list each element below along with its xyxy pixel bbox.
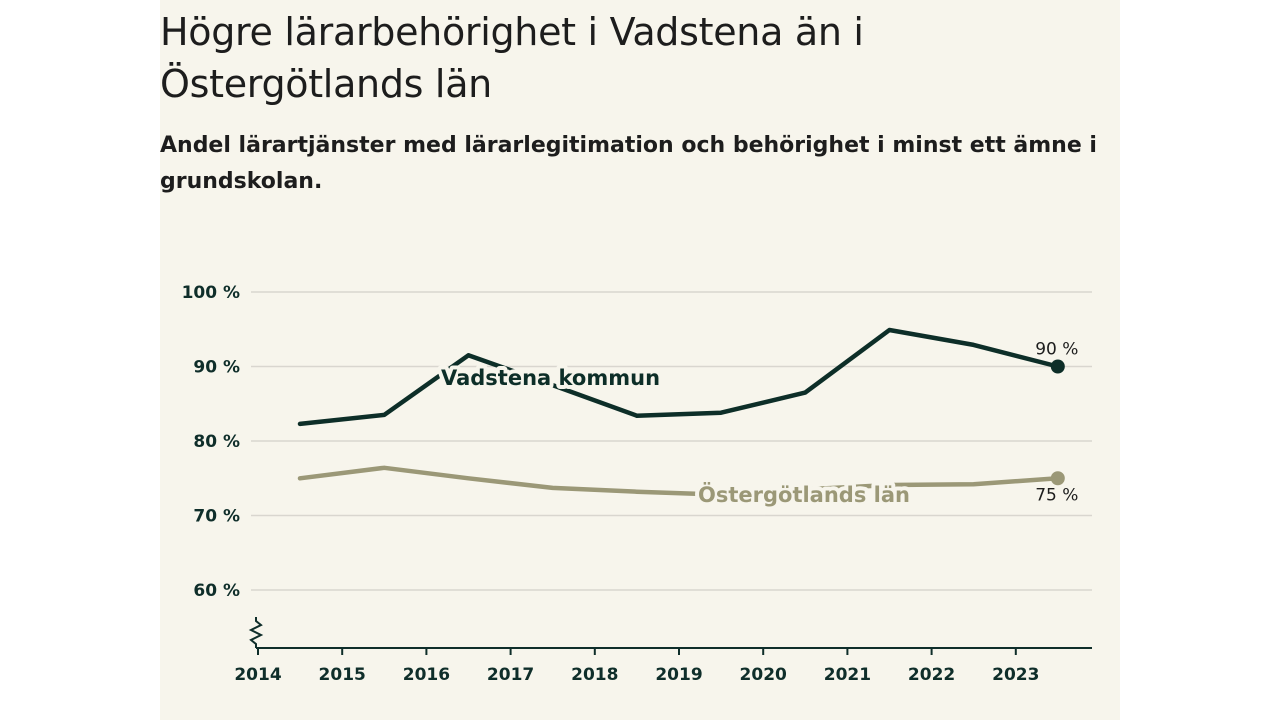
- series-label: Östergötlands län: [698, 482, 910, 507]
- y-tick-label: 70 %: [193, 507, 240, 527]
- axis-break-icon: [248, 617, 264, 648]
- x-tick-label: 2023: [992, 665, 1039, 685]
- end-value-label: 90 %: [1035, 340, 1078, 360]
- x-tick-label: 2017: [487, 665, 534, 685]
- x-tick-label: 2020: [740, 665, 787, 685]
- y-tick-label: 100 %: [182, 283, 240, 303]
- y-tick-label: 60 %: [193, 581, 240, 601]
- end-value-label: 75 %: [1035, 485, 1078, 505]
- x-tick-label: 2016: [403, 665, 450, 685]
- series-label: Vadstena kommun: [441, 366, 660, 390]
- y-tick-label: 90 %: [193, 358, 240, 378]
- x-tick-label: 2021: [824, 665, 871, 685]
- end-point: [1050, 471, 1065, 486]
- series-line: [297, 465, 1061, 497]
- x-tick-label: 2018: [571, 665, 618, 685]
- chart-title: Högre lärarbehörighet i Vadstena än i Ös…: [160, 10, 864, 106]
- series-line: [297, 327, 1061, 427]
- end-point: [1050, 359, 1065, 374]
- x-tick-label: 2019: [655, 665, 702, 685]
- x-tick-label: 2022: [908, 665, 955, 685]
- chart-card: Högre lärarbehörighet i Vadstena än i Ös…: [160, 0, 1120, 720]
- x-tick-label: 2015: [319, 665, 366, 685]
- chart-subtitle: Andel lärartjänster med lärarlegitimatio…: [160, 133, 1097, 194]
- line-chart: 100 % 90 % 80 % 70 % 60 % 2014 2015 2016 2017 201…: [182, 283, 1092, 685]
- y-tick-label: 80 %: [193, 432, 240, 452]
- x-tick-label: 2014: [234, 665, 281, 685]
